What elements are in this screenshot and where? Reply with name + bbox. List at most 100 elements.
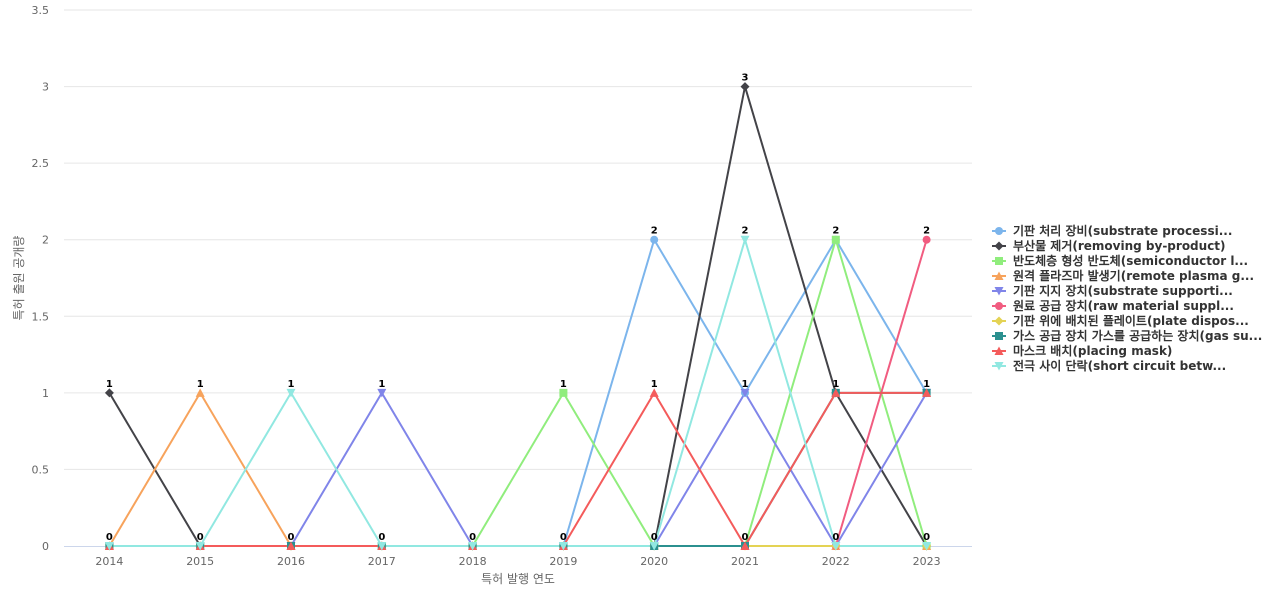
series-point <box>831 542 841 551</box>
y-tick-label: 0.5 <box>32 463 50 476</box>
y-axis-ticks: 0 0.5 1 1.5 2 2.5 3 3.5 <box>32 4 50 553</box>
series-point <box>468 542 478 551</box>
legend-label: 마스크 배치(placing mask) <box>1013 343 1172 358</box>
x-tick-label: 2015 <box>186 555 214 568</box>
series-point <box>740 235 750 245</box>
x-tick-label: 2023 <box>913 555 941 568</box>
data-label: 1 <box>832 379 839 390</box>
series-lines <box>108 85 928 547</box>
series-point <box>740 541 750 550</box>
series-point <box>104 542 114 551</box>
legend-label: 전극 사이 단락(short circuit betw... <box>1013 358 1226 373</box>
data-label: 0 <box>742 532 749 543</box>
series-point <box>922 388 932 397</box>
y-tick-label: 1 <box>42 387 49 400</box>
legend-label: 기판 지지 장치(substrate supporti... <box>1013 283 1233 298</box>
legend-item[interactable]: 원격 플라즈마 발생기(remote plasma g... <box>992 268 1254 283</box>
data-label: 3 <box>742 73 749 84</box>
series-point <box>740 388 750 398</box>
legend-label: 기판 처리 장비(substrate processi... <box>1013 223 1232 238</box>
data-labels: 1 0 1 0 1 0 1 0 0 1 0 2 1 0 3 2 1 0 2 1 0 2 1 0 <box>106 73 930 543</box>
legend-label: 기판 위에 배치된 플레이트(plate dispos... <box>1013 313 1249 328</box>
legend-label: 원료 공급 장치(raw material suppl... <box>1013 298 1234 313</box>
legend-symbol <box>994 362 1004 371</box>
legend-item[interactable]: 기판 처리 장비(substrate processi... <box>992 223 1232 238</box>
series-point <box>377 542 387 551</box>
data-label: 1 <box>560 379 567 390</box>
data-label: 0 <box>651 532 658 543</box>
x-tick-label: 2021 <box>731 555 759 568</box>
legend-item[interactable]: 가스 공급 장치 가스를 공급하는 장치(gas su... <box>992 328 1262 343</box>
series-point <box>922 235 931 244</box>
legend-label: 반도체층 형성 반도체(semiconductor l... <box>1013 253 1248 268</box>
legend-label: 원격 플라즈마 발생기(remote plasma g... <box>1013 268 1254 283</box>
series-point <box>831 388 841 397</box>
data-label: 1 <box>651 379 658 390</box>
legend-symbol <box>994 346 1004 355</box>
y-tick-label: 3 <box>42 81 49 94</box>
legend-symbol <box>995 227 1003 235</box>
legend-symbol <box>994 287 1004 296</box>
data-label: 2 <box>832 226 839 237</box>
legend-item[interactable]: 전극 사이 단락(short circuit betw... <box>992 358 1226 373</box>
x-axis-title: 특허 발행 연도 <box>481 571 555 586</box>
data-label: 1 <box>197 379 204 390</box>
series-point <box>377 388 387 398</box>
data-label: 0 <box>469 532 476 543</box>
series-point <box>740 82 750 92</box>
legend-item[interactable]: 부산물 제거(removing by-product) <box>992 238 1226 253</box>
legend-item[interactable]: 반도체층 형성 반도체(semiconductor l... <box>992 253 1248 268</box>
y-tick-label: 0 <box>42 540 49 553</box>
legend: 기판 처리 장비(substrate processi...부산물 제거(rem… <box>992 223 1262 373</box>
series-point <box>650 235 659 244</box>
x-tick-label: 2019 <box>549 555 577 568</box>
y-tick-label: 3.5 <box>32 4 50 17</box>
series-point <box>649 388 659 397</box>
y-tick-label: 2 <box>42 234 49 247</box>
series-line-10 <box>108 238 928 547</box>
legend-label: 부산물 제거(removing by-product) <box>1013 238 1226 253</box>
data-label: 0 <box>197 532 204 543</box>
x-axis-ticks: 2014 2015 2016 2017 2018 2019 2020 2021 2022 2023 <box>95 555 940 568</box>
x-tick-label: 2022 <box>822 555 850 568</box>
data-label: 1 <box>378 379 385 390</box>
data-label: 0 <box>378 532 385 543</box>
x-tick-label: 2014 <box>95 555 123 568</box>
series-point <box>559 388 568 397</box>
data-label: 2 <box>651 226 658 237</box>
legend-item[interactable]: 기판 지지 장치(substrate supporti... <box>992 283 1233 298</box>
legend-label: 가스 공급 장치 가스를 공급하는 장치(gas su... <box>1013 328 1262 343</box>
series-point <box>195 542 205 551</box>
legend-symbol <box>994 241 1004 251</box>
x-tick-label: 2017 <box>368 555 396 568</box>
data-label: 1 <box>106 379 113 390</box>
legend-item[interactable]: 마스크 배치(placing mask) <box>992 343 1172 358</box>
x-tick-label: 2016 <box>277 555 305 568</box>
legend-symbol <box>995 257 1003 265</box>
y-tick-label: 1.5 <box>32 310 50 323</box>
x-tick-label: 2018 <box>459 555 487 568</box>
data-label: 0 <box>106 532 113 543</box>
legend-symbol <box>994 316 1004 326</box>
data-label: 0 <box>288 532 295 543</box>
data-label: 2 <box>923 226 930 237</box>
legend-symbol <box>995 302 1003 310</box>
y-axis-title: 특허 출원 공개량 <box>12 236 26 321</box>
legend-item[interactable]: 원료 공급 장치(raw material suppl... <box>992 298 1234 313</box>
y-tick-label: 2.5 <box>32 157 50 170</box>
legend-symbol <box>994 271 1004 280</box>
legend-item[interactable]: 기판 위에 배치된 플레이트(plate dispos... <box>992 313 1249 328</box>
series-point <box>922 542 932 551</box>
series-point <box>286 541 296 550</box>
data-label: 0 <box>832 532 839 543</box>
data-label: 1 <box>923 379 930 390</box>
series-point <box>195 388 205 397</box>
data-label: 1 <box>288 379 295 390</box>
series-point <box>558 542 568 551</box>
legend-symbol <box>995 332 1003 340</box>
data-label: 0 <box>923 532 930 543</box>
grid-lines <box>64 9 972 470</box>
series-markers <box>104 82 932 551</box>
data-label: 1 <box>742 379 749 390</box>
